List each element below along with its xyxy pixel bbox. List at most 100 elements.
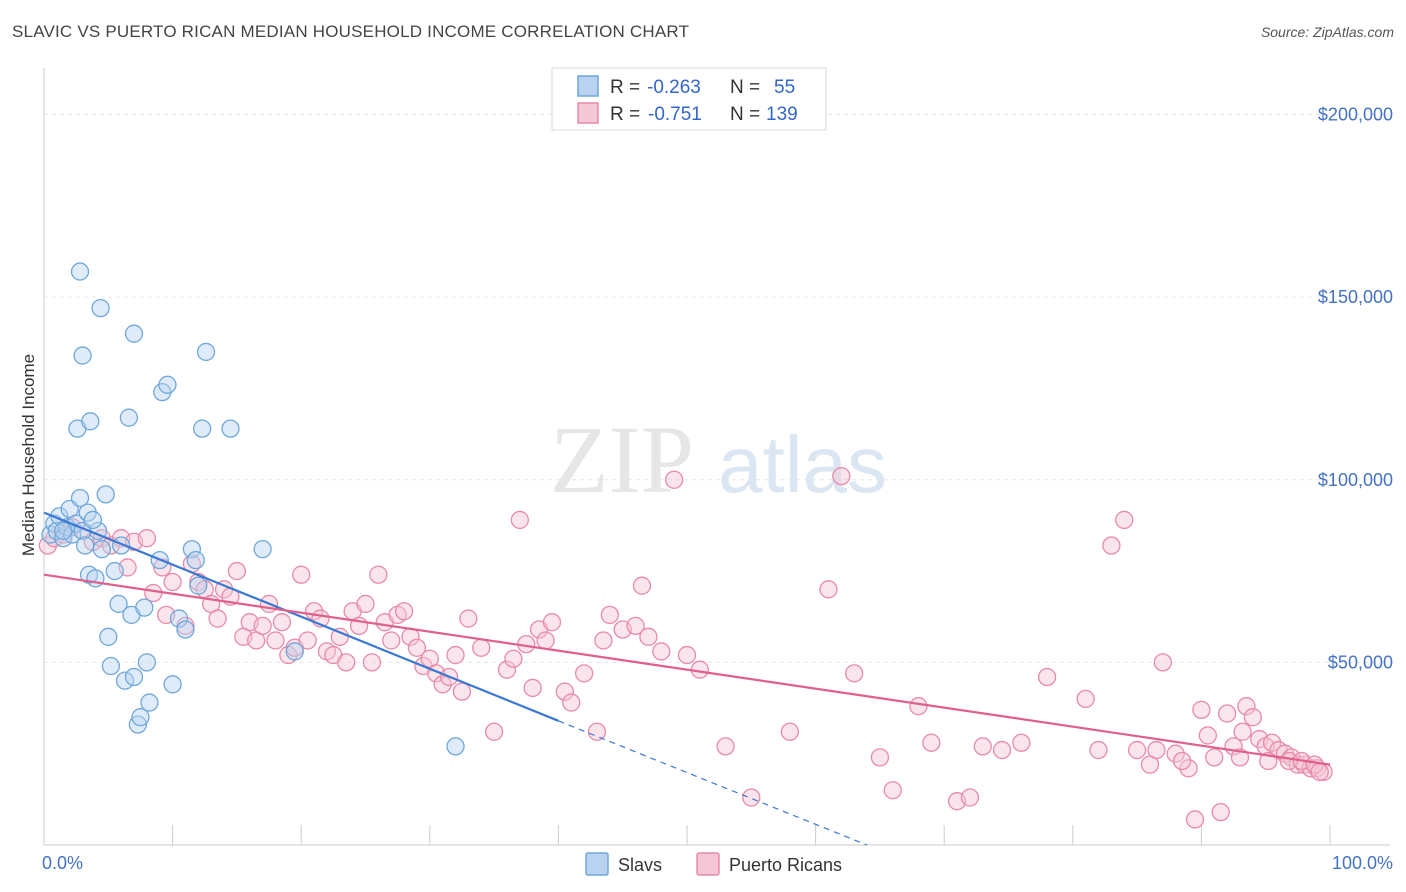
source-label: Source: ZipAtlas.com: [1260, 24, 1394, 40]
data-point-puerto-ricans: [992, 740, 1012, 760]
data-point-puerto-ricans: [1037, 667, 1057, 687]
watermark-atlas: atlas: [718, 420, 887, 509]
data-point-slavs: [115, 671, 135, 690]
data-point-puerto-ricans: [832, 466, 851, 486]
legend-r-label-slavs: R =: [610, 77, 640, 98]
data-point-puerto-ricans: [1233, 722, 1252, 741]
y-tick-label: $50,000: [1328, 652, 1393, 672]
data-point-puerto-ricans: [1153, 653, 1172, 672]
data-point-puerto-ricans: [369, 565, 388, 584]
data-point-puerto-ricans: [870, 748, 890, 767]
data-point-puerto-ricans: [298, 631, 317, 650]
data-point-puerto-ricans: [227, 561, 247, 581]
data-point-puerto-ricans: [459, 609, 478, 628]
data-point-puerto-ricans: [652, 642, 671, 661]
trend-lines: [43, 511, 1331, 846]
bottom-legend-pr: Puerto Ricans: [729, 855, 842, 875]
data-point-puerto-ricans: [452, 682, 472, 701]
data-point-puerto-ricans: [909, 697, 928, 716]
data-point-puerto-ricans: [922, 733, 941, 752]
legend-n-value-slavs: 55: [774, 77, 795, 98]
data-point-puerto-ricans: [1262, 733, 1282, 752]
data-point-slavs: [253, 540, 272, 559]
legend-swatch-slavs: [577, 75, 599, 97]
data-point-slavs: [135, 598, 154, 617]
x-tick-label-start: 0.0%: [42, 853, 83, 873]
data-point-puerto-ricans: [1102, 536, 1121, 555]
data-point-slavs: [109, 594, 128, 614]
data-point-puerto-ricans: [1127, 740, 1147, 760]
data-point-puerto-ricans: [632, 576, 652, 595]
data-point-puerto-ricans: [1089, 740, 1108, 760]
series-puerto-ricans: [38, 466, 1333, 829]
watermark-zip: ZIP: [550, 406, 694, 513]
data-point-puerto-ricans: [497, 660, 517, 679]
data-point-puerto-ricans: [845, 664, 864, 683]
data-point-slavs: [63, 525, 82, 544]
data-point-slavs: [169, 609, 189, 628]
data-point-slavs: [285, 642, 304, 661]
data-point-slavs: [137, 653, 157, 672]
data-point-puerto-ricans: [562, 693, 581, 712]
data-point-puerto-ricans: [382, 631, 401, 650]
data-point-puerto-ricans: [407, 638, 427, 657]
x-tick-labels: 0.0% 100.0%: [42, 853, 1393, 873]
data-point-puerto-ricans: [1179, 759, 1198, 778]
data-point-slavs: [73, 346, 92, 365]
data-point-puerto-ricans: [337, 653, 356, 672]
data-point-puerto-ricans: [484, 722, 504, 741]
data-point-puerto-ricans: [208, 609, 227, 628]
legend-r-value-slavs: -0.263: [647, 77, 701, 98]
legend-n-label-pr: N =: [730, 104, 760, 125]
data-point-puerto-ricans: [266, 631, 285, 650]
series-slavs: [41, 262, 465, 756]
data-point-slavs: [54, 529, 73, 548]
data-point-puerto-ricans: [504, 649, 523, 668]
data-point-puerto-ricans: [510, 510, 529, 530]
data-point-puerto-ricans: [38, 536, 58, 555]
data-point-puerto-ricans: [973, 737, 992, 756]
data-point-puerto-ricans: [253, 616, 272, 636]
data-point-puerto-ricans: [960, 788, 980, 807]
data-point-puerto-ricans: [742, 788, 761, 807]
data-point-puerto-ricans: [1012, 733, 1031, 752]
legend-r-value-pr: -0.751: [648, 104, 702, 125]
data-point-slavs: [76, 536, 95, 555]
data-point-puerto-ricans: [1076, 689, 1095, 709]
data-point-slavs: [70, 488, 90, 508]
data-point-puerto-ricans: [1237, 697, 1256, 716]
data-point-puerto-ricans: [1198, 726, 1217, 745]
bottom-legend: Slavs Puerto Ricans: [585, 852, 842, 876]
watermark: ZIP atlas: [550, 406, 887, 513]
y-tick-label: $150,000: [1318, 287, 1393, 307]
data-point-slavs: [91, 298, 110, 318]
data-point-slavs: [128, 715, 148, 734]
data-point-puerto-ricans: [677, 645, 697, 665]
data-point-slavs: [182, 540, 202, 559]
legend-n-label-slavs: N =: [730, 77, 760, 98]
data-point-slavs: [83, 510, 103, 530]
data-point-slavs: [86, 569, 105, 588]
data-point-slavs: [105, 561, 124, 581]
data-point-slavs: [176, 620, 195, 639]
x-tick-label-end: 100.0%: [1332, 853, 1393, 873]
data-point-puerto-ricans: [394, 602, 414, 621]
data-point-puerto-ricans: [587, 722, 607, 741]
y-tick-label: $200,000: [1318, 105, 1393, 125]
data-point-slavs: [96, 485, 115, 504]
data-point-slavs: [119, 408, 139, 427]
data-point-slavs: [101, 656, 121, 676]
data-point-slavs: [196, 342, 216, 362]
data-point-slavs: [189, 576, 208, 595]
data-point-slavs: [186, 550, 205, 570]
data-point-puerto-ricans: [1147, 740, 1166, 760]
y-tick-labels: $50,000 $100,000 $150,000 $200,000: [1318, 105, 1393, 673]
data-point-puerto-ricans: [555, 682, 574, 701]
data-point-slavs: [131, 708, 150, 727]
data-point-puerto-ricans: [639, 627, 658, 646]
data-point-puerto-ricans: [1211, 802, 1230, 822]
legend-n-value-pr: 139: [766, 104, 798, 125]
data-point-slavs: [446, 737, 465, 756]
data-point-puerto-ricans: [144, 583, 163, 603]
data-point-puerto-ricans: [1279, 751, 1298, 771]
